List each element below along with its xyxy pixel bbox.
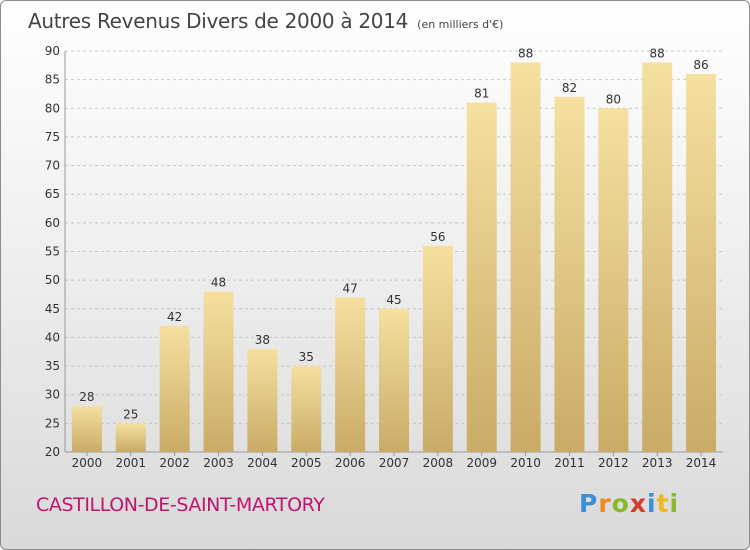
data-label: 48 bbox=[211, 276, 226, 290]
x-tick-label: 2012 bbox=[598, 456, 629, 470]
y-tick-label: 45 bbox=[45, 302, 60, 316]
bar bbox=[71, 406, 102, 452]
data-label: 25 bbox=[123, 407, 138, 421]
y-tick-label: 20 bbox=[45, 445, 60, 459]
y-tick-label: 60 bbox=[45, 216, 60, 230]
data-label: 82 bbox=[562, 81, 577, 95]
data-label: 38 bbox=[255, 333, 270, 347]
commune-name: CASTILLON-DE-SAINT-MARTORY bbox=[36, 494, 325, 516]
bar bbox=[686, 73, 717, 453]
logo-letter: t bbox=[656, 489, 670, 518]
data-label: 56 bbox=[430, 230, 445, 244]
x-tick-label: 2009 bbox=[466, 456, 497, 470]
x-tick-label: 2004 bbox=[247, 456, 278, 470]
bar bbox=[291, 366, 322, 452]
y-tick-label: 25 bbox=[45, 416, 60, 430]
x-tick-label: 2002 bbox=[159, 456, 190, 470]
data-label: 80 bbox=[606, 92, 621, 106]
logo-letter: o bbox=[611, 489, 630, 518]
y-tick-label: 35 bbox=[45, 359, 60, 373]
x-tick-label: 2001 bbox=[116, 456, 147, 470]
data-label: 35 bbox=[299, 350, 314, 364]
chart-title: Autres Revenus Divers de 2000 à 2014 bbox=[28, 9, 409, 33]
chart-subtitle: (en milliers d'€) bbox=[417, 18, 504, 31]
y-tick-label: 75 bbox=[45, 130, 60, 144]
x-tick-label: 2003 bbox=[203, 456, 234, 470]
data-label: 47 bbox=[342, 281, 357, 295]
data-label: 88 bbox=[650, 46, 665, 60]
x-tick-label: 2013 bbox=[642, 456, 673, 470]
bar bbox=[422, 245, 453, 452]
data-label: 86 bbox=[693, 58, 708, 72]
y-tick-label: 50 bbox=[45, 273, 60, 287]
bar bbox=[598, 108, 629, 453]
y-tick-label: 40 bbox=[45, 330, 60, 344]
y-tick-label: 65 bbox=[45, 187, 60, 201]
logo-letter: i bbox=[647, 489, 657, 518]
x-tick-label: 2011 bbox=[554, 456, 585, 470]
bar bbox=[159, 325, 190, 452]
y-tick-label: 55 bbox=[45, 245, 60, 259]
bar bbox=[115, 423, 146, 452]
y-tick-label: 80 bbox=[45, 101, 60, 115]
data-label: 88 bbox=[518, 46, 533, 60]
x-tick-label: 2007 bbox=[379, 456, 410, 470]
logo-letter: x bbox=[629, 489, 647, 518]
x-tick-label: 2006 bbox=[335, 456, 366, 470]
title-row: Autres Revenus Divers de 2000 à 2014 (en… bbox=[28, 9, 503, 33]
bar bbox=[466, 102, 497, 453]
x-tick-label: 2000 bbox=[72, 456, 103, 470]
bar bbox=[247, 348, 278, 452]
x-tick-label: 2008 bbox=[423, 456, 454, 470]
data-label: 42 bbox=[167, 310, 182, 324]
bar bbox=[379, 308, 409, 452]
bar bbox=[510, 62, 541, 452]
y-tick-label: 85 bbox=[45, 73, 60, 87]
data-label: 81 bbox=[474, 87, 489, 101]
y-tick-label: 30 bbox=[45, 388, 60, 402]
y-tick-label: 70 bbox=[45, 159, 60, 173]
data-label: 45 bbox=[386, 293, 401, 307]
y-tick-label: 90 bbox=[45, 44, 60, 58]
logo-letter: i bbox=[669, 489, 680, 518]
data-label: 28 bbox=[79, 390, 94, 404]
logo-letter: P bbox=[579, 489, 599, 518]
bar bbox=[335, 297, 366, 452]
bar bbox=[203, 291, 234, 452]
proxiti-logo: Proxiti bbox=[579, 489, 679, 518]
x-tick-label: 2010 bbox=[510, 456, 541, 470]
x-tick-label: 2005 bbox=[291, 456, 322, 470]
bar bbox=[642, 62, 673, 452]
logo-letter: r bbox=[598, 489, 612, 518]
x-tick-label: 2014 bbox=[686, 456, 717, 470]
bar bbox=[554, 96, 585, 452]
